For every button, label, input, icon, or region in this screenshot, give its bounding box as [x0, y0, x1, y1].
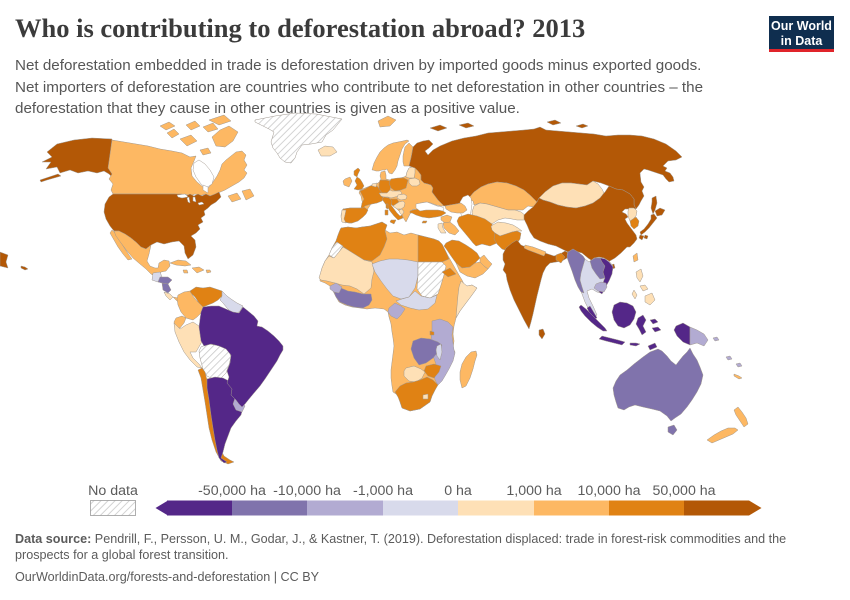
- svg-text:1,000 ha: 1,000 ha: [506, 483, 561, 499]
- svg-text:-10,000 ha: -10,000 ha: [273, 483, 341, 499]
- svg-text:50,000 ha: 50,000 ha: [652, 483, 715, 499]
- svg-text:10,000 ha: 10,000 ha: [577, 483, 640, 499]
- svg-text:-50,000 ha: -50,000 ha: [198, 483, 266, 499]
- svg-text:0 ha: 0 ha: [444, 483, 472, 499]
- svg-text:No data: No data: [88, 483, 138, 499]
- svg-text:-1,000 ha: -1,000 ha: [353, 483, 413, 499]
